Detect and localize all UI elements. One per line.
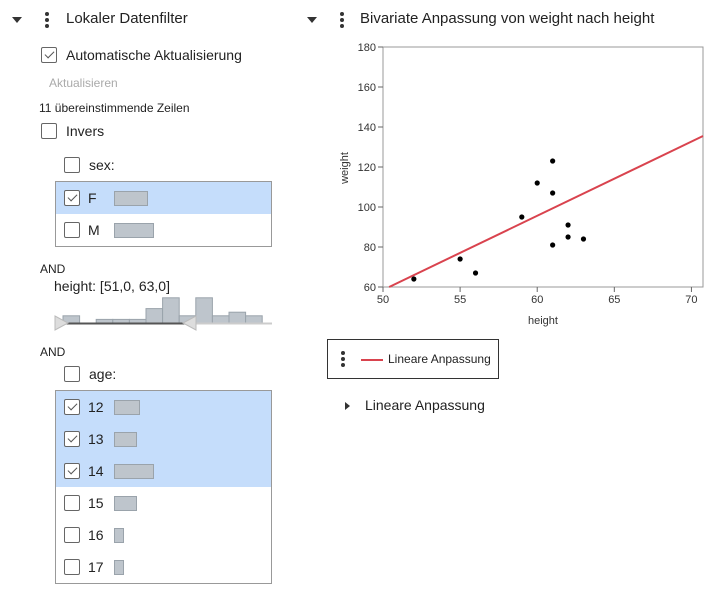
auto-update-checkbox[interactable] [41,47,57,63]
count-bar [114,399,141,415]
histogram-bar [112,318,130,324]
age-list: 12 13 14 15 16 17 [55,390,272,584]
collapse-triangle-icon[interactable] [307,17,317,23]
height-histogram-slider[interactable] [50,292,275,334]
item-checkbox[interactable] [64,495,80,511]
x-tick-label: 50 [377,294,389,306]
data-point [519,214,525,220]
histogram-bar [162,297,180,324]
x-axis-label: height [528,315,558,327]
histogram-bar [128,318,147,324]
data-point [550,190,556,196]
histogram-bar [195,297,213,324]
data-point [565,234,571,240]
y-tick-label: 120 [358,162,376,174]
item-label: 12 [88,399,104,415]
count-bar [114,190,148,206]
sex-item[interactable]: F [56,182,271,214]
expand-triangle-icon[interactable] [345,402,350,410]
height-range-label: height: [51,0, 63,0] [54,278,170,294]
histogram-bar [228,311,247,324]
data-point [580,236,587,242]
age-item[interactable]: 14 [56,455,271,487]
item-label: 16 [88,527,104,543]
count-bar [114,431,138,447]
item-checkbox[interactable] [64,431,80,447]
data-point [411,276,417,282]
y-tick-label: 180 [358,42,376,54]
item-checkbox[interactable] [64,399,80,415]
y-tick-label: 80 [364,242,376,254]
and-label: AND [40,345,66,359]
data-point [565,222,571,228]
legend-box: Lineare Anpassung [327,339,499,379]
x-tick-label: 60 [531,294,543,306]
slider-min-thumb[interactable] [54,315,70,331]
sex-item[interactable]: M [56,214,271,246]
invert-label: Invers [66,123,105,139]
age-item[interactable]: 17 [56,551,271,583]
y-tick-label: 60 [364,282,376,294]
and-label: AND [40,262,66,276]
invert-checkbox[interactable] [41,123,57,139]
item-checkbox[interactable] [64,559,80,575]
item-checkbox[interactable] [64,463,80,479]
age-item[interactable]: 13 [56,423,271,455]
histogram-bar [211,315,230,324]
matching-rows: 11 übereinstimmende Zeilen [39,101,190,115]
age-item[interactable]: 16 [56,519,271,551]
y-axis-label: weight [339,152,351,185]
count-bar [114,559,124,575]
legend-label: Lineare Anpassung [388,352,491,366]
histogram-bar [145,308,164,324]
data-point [534,180,540,186]
filter-title: Lokaler Datenfilter [66,10,188,27]
update-button[interactable]: Aktualisieren [49,76,118,90]
slider-max-thumb[interactable] [181,315,197,331]
fit-line-swatch [361,359,383,361]
sex-label: sex: [89,157,115,173]
item-label: F [88,190,97,206]
collapse-triangle-icon[interactable] [12,17,22,23]
y-tick-label: 100 [358,202,376,214]
count-bar [114,495,138,511]
age-item[interactable]: 15 [56,487,271,519]
y-tick-label: 140 [358,122,376,134]
count-bar [114,222,154,238]
menu-dots-icon[interactable] [45,12,49,30]
age-label: age: [89,366,117,382]
data-point [472,270,479,276]
y-tick-label: 160 [358,82,376,94]
item-label: M [88,222,100,238]
item-label: 13 [88,431,104,447]
count-bar [114,527,124,543]
sex-all-checkbox[interactable] [64,157,80,173]
age-all-checkbox[interactable] [64,366,80,382]
item-label: 14 [88,463,104,479]
histogram-bar [245,315,263,324]
data-point [457,256,463,262]
scatter-plot: weight height 50 55 60 65 70 60 80 100 120 140 160… [339,42,704,327]
x-tick-label: 65 [608,294,620,306]
menu-dots-icon[interactable] [340,12,344,30]
legend-menu-dots-icon[interactable] [341,351,345,369]
fit-outline-label[interactable]: Lineare Anpassung [365,397,485,413]
item-checkbox[interactable] [64,222,80,238]
item-checkbox[interactable] [64,190,80,206]
x-tick-label: 70 [685,294,697,306]
report-title: Bivariate Anpassung von weight nach heig… [360,10,655,27]
data-point [550,158,556,164]
data-point [550,242,556,248]
x-tick-label: 55 [454,294,466,306]
histogram-bar [95,318,114,324]
item-label: 15 [88,495,104,511]
fit-line [388,135,704,288]
plot-frame [382,46,704,288]
auto-update-label: Automatische Aktualisierung [66,47,242,63]
item-label: 17 [88,559,104,575]
item-checkbox[interactable] [64,527,80,543]
count-bar [114,463,154,479]
age-item[interactable]: 12 [56,391,271,423]
